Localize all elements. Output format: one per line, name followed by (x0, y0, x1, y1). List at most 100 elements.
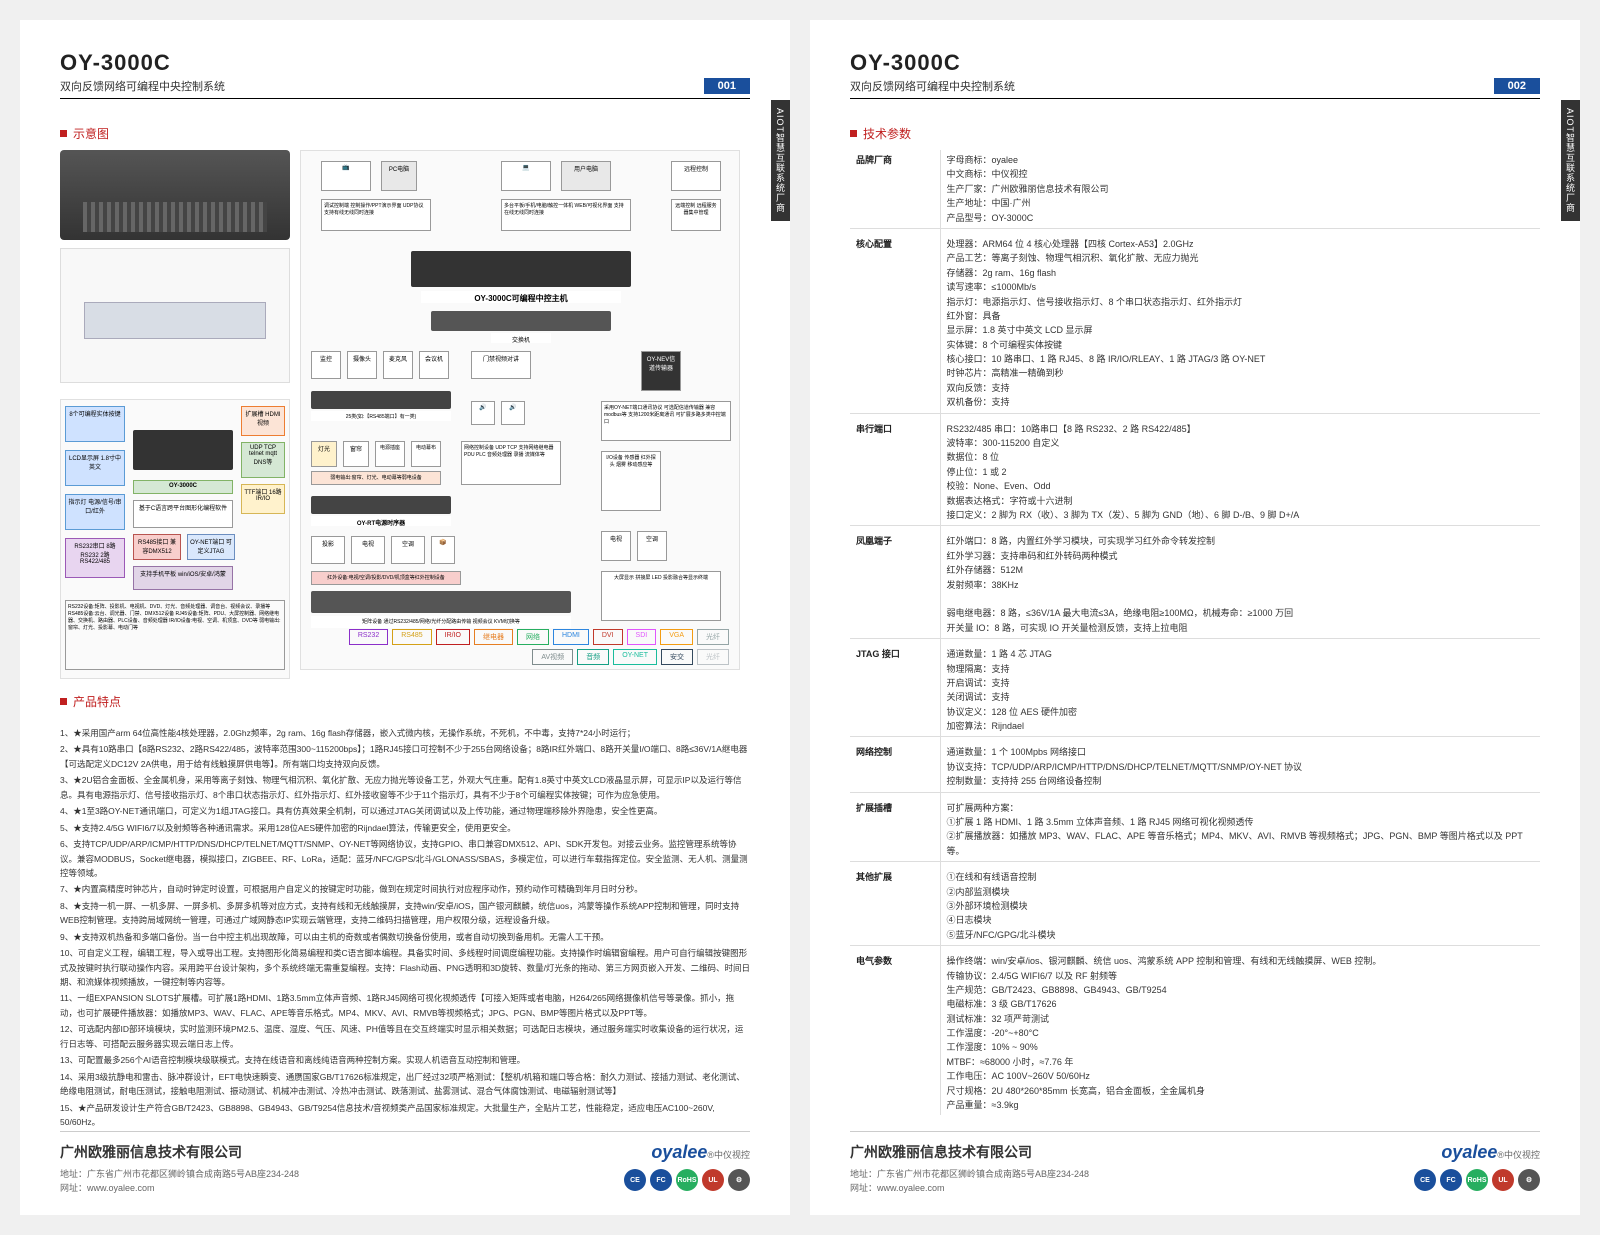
feature-item: 10、可自定义工程，编辑工程，导入或导出工程。支持图形化简易编程和类C语言脚本编… (60, 946, 750, 989)
block-node: UDP TCP telnet mqtt DNS等 (241, 442, 285, 478)
feature-item: 15、★产品研发设计生产符合GB/T2423、GB8898、GB4943、GB/… (60, 1101, 750, 1130)
dg-ac: 空调 (391, 536, 425, 564)
page-number: 001 (704, 78, 750, 94)
spec-line: 开启调试：支持 (947, 676, 1535, 690)
spec-values: RS232/485 串口：10路串口【8 路 RS232、2 路 RS422/4… (940, 413, 1540, 526)
spec-line: 双向反馈：支持 (947, 381, 1535, 395)
spec-line: 中文商标：中仪视控 (947, 167, 1535, 181)
dg-elec: 电源插座 (375, 441, 405, 467)
cert-badge: FC (650, 1169, 672, 1191)
dg-screen: 电动幕布 (411, 441, 441, 467)
dg-node: 📺 (321, 161, 371, 191)
footer-company: 广州欧雅丽信息技术有限公司 (60, 1142, 299, 1162)
dg-net-desc: 网络控制设备 UDP TCP 支持网络继电器 PDU PLC 音频处理器 录播 … (461, 441, 561, 485)
spec-category: 网络控制 (850, 737, 940, 792)
dg-tv2: 电视 (601, 531, 631, 561)
cert-badges: CEFCRoHSUL⚙ (1414, 1169, 1540, 1191)
product-photo (60, 150, 290, 240)
dg-desc: 调试控制端 控制操作/PPT演示界面 UDP协议 支持有线无线同时连接 (321, 199, 431, 231)
block-node: 指示灯 电源/信号/串口/红外 (65, 494, 125, 530)
legend: RS232RS485IR/IO继电器网络HDMIDVISDIVGA光纤AV视频音… (311, 629, 729, 665)
spec-line: 关闭调试：支持 (947, 690, 1535, 704)
page-1: AIOT智慧互联系统厂商 OY-3000C 双向反馈网络可编程中央控制系统 00… (20, 20, 790, 1215)
cert-badge: FC (1440, 1169, 1462, 1191)
spec-line (947, 592, 1535, 606)
dg-switch: 交换机 (491, 333, 551, 343)
dg-pwr-rack (311, 391, 451, 409)
spec-line: 开关量 IO：8 路，可实现 IO 开关量检测反馈，支持上拉电阻 (947, 621, 1535, 635)
dg-ac2: 空调 (637, 531, 667, 561)
section-specs-title: 技术参数 (850, 125, 1540, 142)
product-schematic (60, 248, 290, 383)
spec-line: 数据表达格式：字符或十六进制 (947, 494, 1535, 508)
cert-badge: CE (1414, 1169, 1436, 1191)
spec-category: 凤凰端子 (850, 526, 940, 639)
feature-item: 4、★1至3路OY-NET通讯端口，可定义为1组JTAG接口。具有仿真效果全机制… (60, 804, 750, 818)
spec-line: 发射频率：38KHz (947, 578, 1535, 592)
spec-line: 产品工艺：等离子刻蚀、物理气相沉积、氧化扩散、无应力抛光 (947, 251, 1535, 265)
subtitle: 双向反馈网络可编程中央控制系统 (850, 78, 1015, 94)
spec-values: 可扩展两种方案：①扩展 1 路 HDMI、1 路 3.5mm 立体声音频、1 路… (940, 792, 1540, 862)
dg-wifi: 远程控制 (671, 161, 721, 191)
spec-line: 可扩展两种方案： (947, 801, 1535, 815)
spec-line: 校验：None、Even、Odd (947, 479, 1535, 493)
spec-line: 实体键：8 个可编程实体按键 (947, 338, 1535, 352)
page-2: AIOT智慧互联系统厂商 OY-3000C 双向反馈网络可编程中央控制系统 00… (810, 20, 1580, 1215)
spec-values: 操作终端：win/安卓/ios、银河麒麟、统信 uos、鸿蒙系统 APP 控制和… (940, 946, 1540, 1116)
spec-category: 其他扩展 (850, 862, 940, 946)
spec-values: 红外端口：8 路，内置红外学习模块，可实现学习红外命令转发控制红外学习器：支持串… (940, 526, 1540, 639)
block-node: OY-NET端口 可定义JTAG (187, 534, 235, 560)
spec-line: 显示屏：1.8 英寸中英文 LCD 显示屏 (947, 323, 1535, 337)
dg-io: I/O设备 传感器 红外探头 烟雾 移动感应等 (601, 451, 661, 511)
dg-relay-desc: 弱电输出:窗帘、灯光、电动幕等弱电设备 (311, 471, 441, 485)
dg-ir-desc: 红外设备:电视/空调/投影/DVD/机顶盒等红外控制设备 (311, 571, 461, 585)
spec-line: 传输协议：2.4/5G WIFI6/7 以及 RF 射频等 (947, 969, 1535, 983)
logo: oyalee (651, 1142, 707, 1162)
spec-line: ①扩展 1 路 HDMI、1 路 3.5mm 立体声音频、1 路 RJ45 网络… (947, 815, 1535, 829)
spec-line: 操作终端：win/安卓/ios、银河麒麟、统信 uos、鸿蒙系统 APP 控制和… (947, 954, 1535, 968)
spec-line: 产品重量：≈3.9kg (947, 1098, 1535, 1112)
spec-line: 生产规范：GB/T2423、GB8898、GB4943、GB/T9254 (947, 983, 1535, 997)
dg-pc: PC电脑 (381, 161, 417, 191)
cert-badge: ⚙ (728, 1169, 750, 1191)
legend-item: OY-NET (613, 649, 657, 665)
dg-oynev: OY-NEV信道传输器 (641, 351, 681, 391)
spec-values: 通道数量：1 个 100Mpbs 网络接口协议支持：TCP/UDP/ARP/IC… (940, 737, 1540, 792)
spec-line: 工作电压：AC 100V~260V 50/60Hz (947, 1069, 1535, 1083)
feature-item: 3、★2U铝合金面板、全金属机身，采用等离子刻蚀、物理气相沉积、氧化扩散、无应力… (60, 773, 750, 802)
spec-line: 产品型号：OY-3000C (947, 211, 1535, 225)
logo-sub: ®中仪视控 (707, 1150, 750, 1160)
feature-item: 6、支持TCP/UDP/ARP/ICMP/HTTP/DNS/DHCP/TELNE… (60, 837, 750, 880)
spec-values: 通道数量：1 路 4 芯 JTAG物理隔离：支持开启调试：支持关闭调试：支持协议… (940, 639, 1540, 737)
cert-badge: RoHS (676, 1169, 698, 1191)
spec-category: 扩展插槽 (850, 792, 940, 862)
dg-curtain: 窗帘 (343, 441, 369, 467)
block-node: 8个可编程实体按键 (65, 406, 125, 442)
block-node: 扩展槽 HDMI视频 (241, 406, 285, 436)
spec-line: 协议定义：128 位 AES 硬件加密 (947, 705, 1535, 719)
spec-values: 处理器：ARM64 位 4 核心处理器【四核 Cortex-A53】2.0GHz… (940, 228, 1540, 413)
block-node: RS485接口 兼容DMX512 (133, 534, 181, 560)
footer: 广州欧雅丽信息技术有限公司 地址：广东省广州市花都区狮岭镇合成南路5号AB座23… (850, 1131, 1540, 1195)
legend-item: 继电器 (474, 629, 513, 645)
cert-badge: CE (624, 1169, 646, 1191)
block-node: 基于C语言跨平台图形化编程软件 (133, 500, 233, 528)
cert-badges: CEFCRoHSUL⚙ (624, 1169, 750, 1191)
section-diagram-title: 示意图 (60, 125, 750, 142)
block-node: TTF端口 16路IR/IO (241, 484, 285, 514)
spec-line: 读写速率：≤1000Mb/s (947, 280, 1535, 294)
dg-pwr: 25类(如:【RS485端口】有一类) (311, 411, 451, 421)
side-tab: AIOT智慧互联系统厂商 (771, 100, 790, 221)
dg-desc: 采用OY-NET端口通讯协议 可选配信道传输器 兼容modbus等 支持1200… (601, 401, 731, 441)
spec-line: ①在线和有线语音控制 (947, 870, 1535, 884)
legend-item: 网络 (517, 629, 549, 645)
spec-category: 串行端口 (850, 413, 940, 526)
block-node: RS232串口 8路RS232 2路RS422/485 (65, 538, 125, 578)
feature-item: 5、★支持2.4/5G WIFI6/7以及射频等各种通讯需求。采用128位AES… (60, 821, 750, 835)
rack-image (133, 430, 233, 470)
legend-item: RS485 (392, 629, 431, 645)
footer-company: 广州欧雅丽信息技术有限公司 (850, 1142, 1089, 1162)
feature-item: 13、可配置最多256个AI语音控制模块级联模式。支持在线语音和离线纯语音两种控… (60, 1053, 750, 1067)
header: OY-3000C 双向反馈网络可编程中央控制系统 002 (850, 50, 1540, 99)
dg-proj: 投影 (311, 536, 345, 564)
